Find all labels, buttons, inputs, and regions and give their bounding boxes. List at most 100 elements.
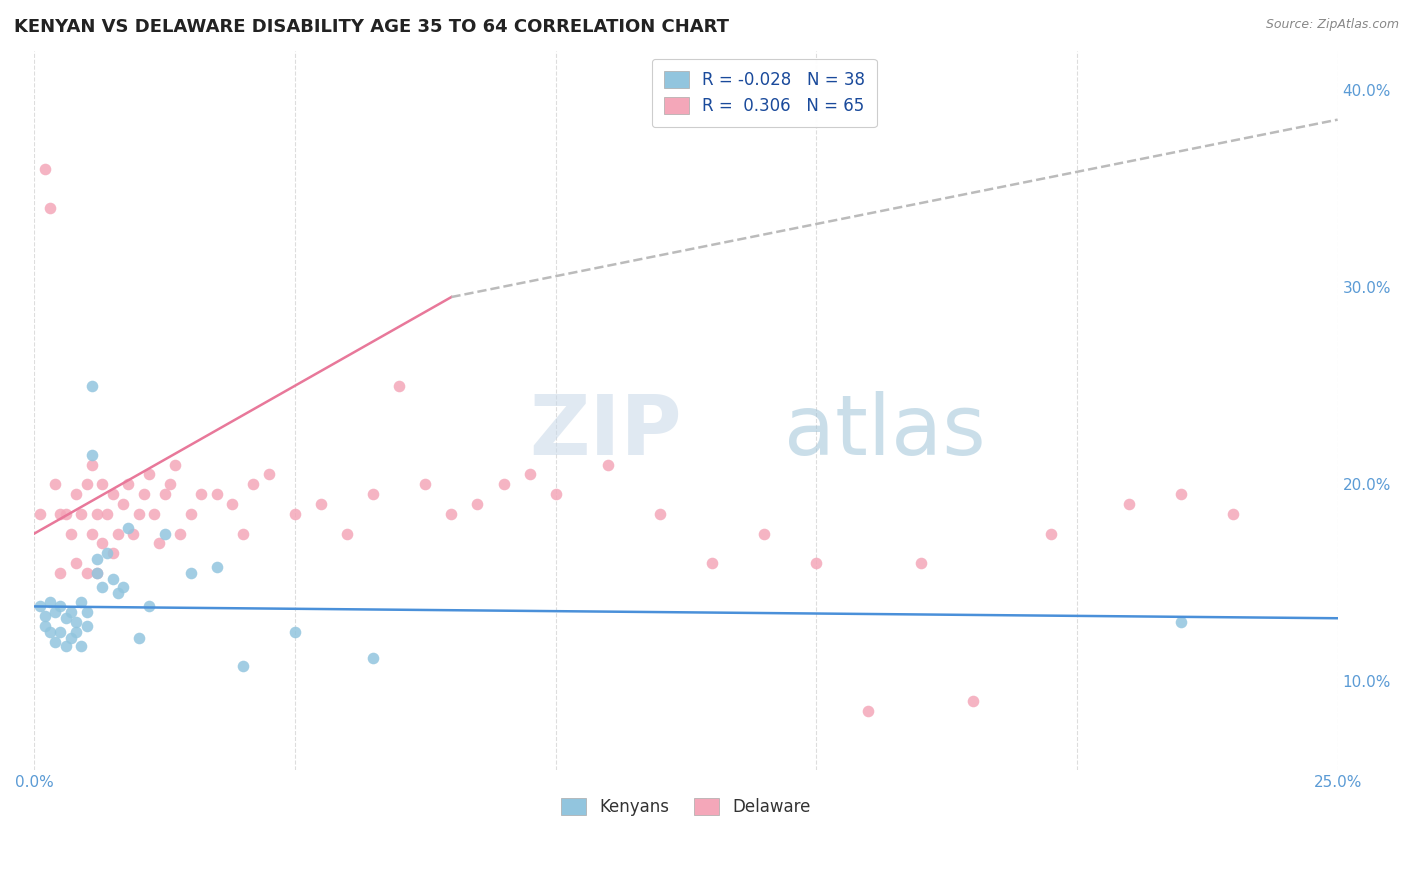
Point (49, 625, 72, 640)
Point (76, 477, 98, 491)
Point (232, 658, 254, 673)
Point (242, 477, 264, 491)
Point (858, 704, 880, 718)
Point (257, 467, 280, 482)
Point (1170, 615, 1192, 630)
Point (107, 585, 129, 599)
Point (80, 458, 103, 472)
Point (34, 619, 56, 633)
Point (205, 487, 228, 501)
Point (44, 605, 66, 619)
Point (76, 566, 98, 580)
Point (101, 487, 124, 501)
Point (91, 580, 114, 594)
Point (361, 650, 384, 665)
Point (76, 605, 98, 619)
Point (415, 477, 437, 491)
Text: atlas: atlas (783, 392, 986, 473)
Point (309, 497, 332, 511)
Point (596, 458, 619, 472)
Point (153, 526, 176, 541)
Point (190, 487, 212, 501)
Text: ZIP: ZIP (530, 392, 682, 473)
Point (91, 477, 114, 491)
Point (153, 487, 176, 501)
Point (117, 520, 139, 534)
Point (232, 526, 254, 541)
Point (1170, 487, 1192, 501)
Point (65, 556, 87, 570)
Point (39, 595, 62, 609)
Point (180, 566, 202, 580)
Point (138, 599, 160, 614)
Point (284, 625, 307, 640)
Point (65, 625, 87, 640)
Point (39, 625, 62, 640)
Point (65, 487, 87, 501)
Point (70, 595, 93, 609)
Point (34, 161, 56, 176)
Point (138, 467, 160, 482)
Point (544, 487, 567, 501)
Legend: Kenyans, Delaware: Kenyans, Delaware (551, 789, 821, 826)
Point (39, 202, 62, 216)
Point (86, 566, 108, 580)
Point (221, 497, 243, 511)
Point (159, 477, 181, 491)
Point (86, 566, 108, 580)
Point (440, 507, 463, 521)
Point (101, 572, 124, 586)
Point (128, 507, 150, 521)
Point (28, 599, 51, 614)
Point (44, 477, 66, 491)
Point (86, 507, 108, 521)
Point (55, 611, 77, 625)
Point (59, 631, 82, 645)
Text: Source: ZipAtlas.com: Source: ZipAtlas.com (1265, 18, 1399, 31)
Point (122, 526, 145, 541)
Point (388, 378, 411, 392)
Point (86, 552, 108, 566)
Point (962, 694, 984, 708)
Point (361, 487, 384, 501)
Point (143, 507, 166, 521)
Point (44, 635, 66, 649)
Point (28, 507, 51, 521)
Point (1039, 526, 1062, 541)
Point (1222, 507, 1244, 521)
Point (107, 526, 129, 541)
Point (910, 556, 932, 570)
Point (55, 639, 77, 653)
Point (111, 497, 134, 511)
Point (80, 448, 103, 462)
Point (49, 566, 72, 580)
Point (49, 507, 72, 521)
Point (648, 507, 671, 521)
Point (70, 639, 93, 653)
Point (806, 556, 828, 570)
Point (700, 556, 723, 570)
Point (59, 526, 82, 541)
Text: KENYAN VS DELAWARE DISABILITY AGE 35 TO 64 CORRELATION CHART: KENYAN VS DELAWARE DISABILITY AGE 35 TO … (14, 18, 730, 36)
Point (101, 546, 124, 560)
Point (519, 467, 541, 482)
Point (76, 619, 98, 633)
Point (70, 507, 93, 521)
Point (49, 599, 72, 614)
Point (80, 526, 103, 541)
Point (180, 507, 202, 521)
Point (492, 477, 515, 491)
Point (284, 507, 307, 521)
Point (1118, 497, 1140, 511)
Point (128, 631, 150, 645)
Point (754, 526, 776, 541)
Point (34, 609, 56, 624)
Point (117, 477, 139, 491)
Point (55, 507, 77, 521)
Point (148, 536, 170, 550)
Point (65, 615, 87, 630)
Point (336, 526, 359, 541)
Point (169, 526, 191, 541)
Point (132, 487, 155, 501)
Point (467, 497, 489, 511)
